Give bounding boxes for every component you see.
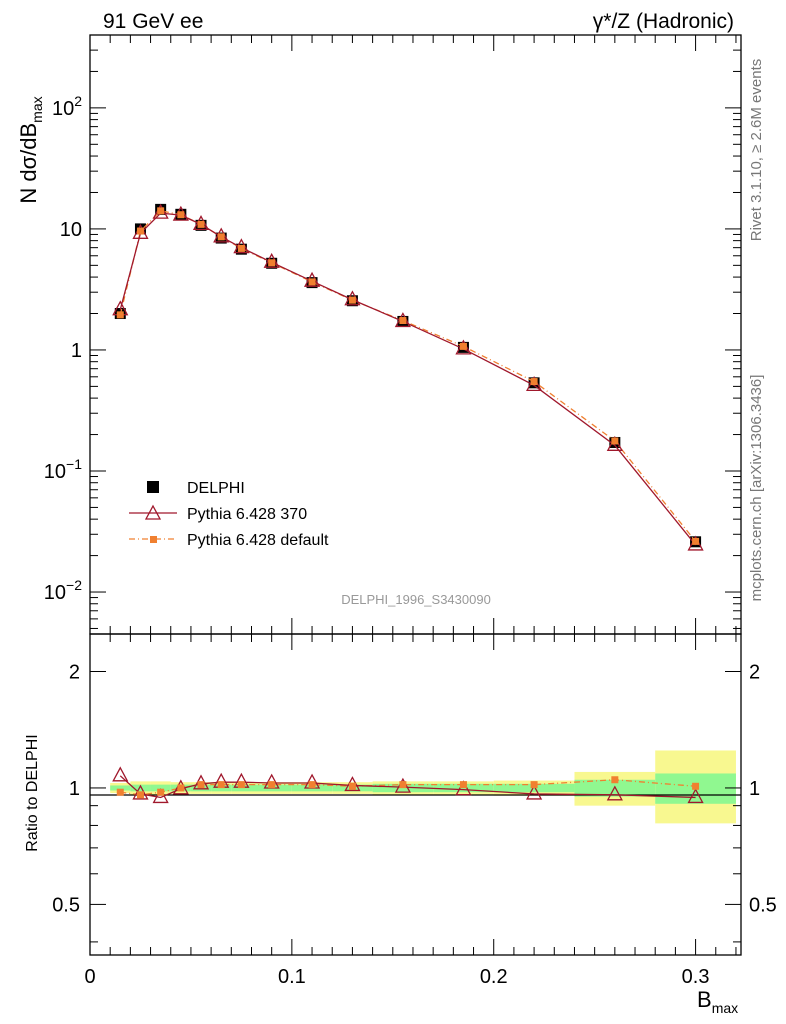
ratio-y-tick-label: 0.5 bbox=[52, 894, 80, 916]
ratio-point-pythia-default bbox=[692, 782, 700, 790]
ratio-point-pythia-370 bbox=[526, 784, 543, 800]
ratio-panel: 0.5 0.5 1 1 2 2 0 0.1 0.2 0.3 bbox=[52, 633, 777, 988]
ratio-band-inner bbox=[110, 785, 131, 791]
data-point-pythia-default bbox=[197, 220, 205, 228]
data-point-pythia-default bbox=[308, 278, 316, 286]
x-tick-label: 0 bbox=[84, 966, 95, 988]
ratio-point-pythia-370 bbox=[112, 766, 129, 782]
data-point-pythia-default bbox=[268, 259, 276, 267]
ratio-point-pythia-default bbox=[348, 782, 356, 790]
ratio-point-pythia-default bbox=[217, 781, 225, 789]
legend-marker-pythia-370 bbox=[144, 504, 162, 520]
ratio-point-pythia-default bbox=[157, 788, 165, 796]
data-point-pythia-default bbox=[237, 244, 245, 252]
legend-marker-pythia-default bbox=[150, 536, 157, 543]
main-series bbox=[112, 203, 704, 551]
ratio-y-tick-label: 1 bbox=[69, 778, 80, 800]
analysis-watermark: DELPHI_1996_S3430090 bbox=[341, 592, 491, 607]
data-point-pythia-default bbox=[611, 437, 619, 445]
data-point-pythia-default bbox=[692, 537, 700, 545]
ratio-point-pythia-default bbox=[177, 784, 185, 792]
ratio-band-inner bbox=[150, 784, 171, 792]
mcplots-label: mcplots.cern.ch [arXiv:1306.3436] bbox=[748, 375, 765, 602]
main-panel: 10−2 10−1 1 10 102 bbox=[44, 34, 742, 635]
y-tick-label: 10−2 bbox=[44, 577, 82, 604]
ratio-point-pythia-default bbox=[116, 788, 124, 796]
data-point-pythia-default bbox=[157, 207, 165, 215]
ratio-point-pythia-default bbox=[459, 781, 467, 789]
y-tick-label: 10−1 bbox=[44, 456, 82, 483]
rivet-version-label: Rivet 3.1.10, ≥ 2.6M events bbox=[748, 59, 765, 242]
legend-label-pythia-370: Pythia 6.428 370 bbox=[187, 506, 307, 523]
x-tick-label: 0.1 bbox=[278, 966, 306, 988]
ratio-point-pythia-370 bbox=[687, 788, 704, 804]
data-point-pythia-default bbox=[530, 378, 538, 386]
data-point-pythia-default bbox=[136, 227, 144, 235]
data-point-pythia-default bbox=[348, 296, 356, 304]
ratio-point-pythia-default bbox=[399, 781, 407, 789]
x-tick-label: 0.3 bbox=[682, 966, 710, 988]
data-point-pythia-default bbox=[459, 342, 467, 350]
legend: DELPHI Pythia 6.428 370 Pythia 6.428 def… bbox=[129, 480, 329, 549]
data-point-pythia-default bbox=[399, 317, 407, 325]
ratio-plot-frame bbox=[89, 633, 742, 956]
ratio-point-pythia-370 bbox=[455, 780, 472, 796]
ratio-y-tick-label: 2 bbox=[69, 661, 80, 683]
x-axis-label: Bmax bbox=[697, 987, 738, 1016]
ratio-point-pythia-default bbox=[268, 781, 276, 789]
ratio-point-pythia-default bbox=[136, 791, 144, 799]
header-right-label: γ*/Z (Hadronic) bbox=[593, 10, 734, 33]
y-tick-label: 1 bbox=[71, 340, 82, 362]
ratio-point-pythia-default bbox=[611, 776, 619, 784]
y-tick-label: 10 bbox=[60, 219, 82, 241]
ratio-y-axis-label: Ratio to DELPHI bbox=[24, 734, 41, 851]
ratio-y-tick-label-right: 2 bbox=[749, 661, 760, 683]
ratio-point-pythia-370 bbox=[606, 785, 623, 801]
legend-label-delphi: DELPHI bbox=[187, 480, 245, 497]
x-tick-label: 0.2 bbox=[480, 966, 508, 988]
ratio-band-inner bbox=[130, 784, 151, 792]
ratio-point-pythia-default bbox=[308, 781, 316, 789]
main-y-axis-label: N dσ/dBmax bbox=[16, 96, 45, 203]
data-point-pythia-default bbox=[177, 211, 185, 219]
ratio-x-ticks: 0 0.1 0.2 0.3 bbox=[84, 634, 737, 988]
ratio-y-tick-label-right: 1 bbox=[749, 778, 760, 800]
legend-label-pythia-default: Pythia 6.428 default bbox=[187, 532, 329, 549]
header-left-label: 91 GeV ee bbox=[103, 10, 203, 33]
ratio-y-ticks: 0.5 0.5 1 1 2 2 bbox=[52, 661, 777, 943]
ratio-point-pythia-370 bbox=[152, 788, 169, 804]
ratio-point-pythia-default bbox=[197, 781, 205, 789]
ratio-series bbox=[112, 766, 704, 804]
ratio-point-pythia-default bbox=[530, 781, 538, 789]
y-tick-label: 102 bbox=[52, 93, 82, 120]
ratio-y-tick-label-right: 0.5 bbox=[749, 894, 777, 916]
data-point-pythia-default bbox=[116, 311, 124, 319]
main-x-ticks bbox=[89, 35, 737, 634]
main-y-ticks: 10−2 10−1 1 10 102 bbox=[44, 34, 741, 629]
legend-marker-delphi bbox=[147, 481, 159, 493]
ratio-point-pythia-default bbox=[237, 781, 245, 789]
data-point-pythia-default bbox=[217, 233, 225, 241]
